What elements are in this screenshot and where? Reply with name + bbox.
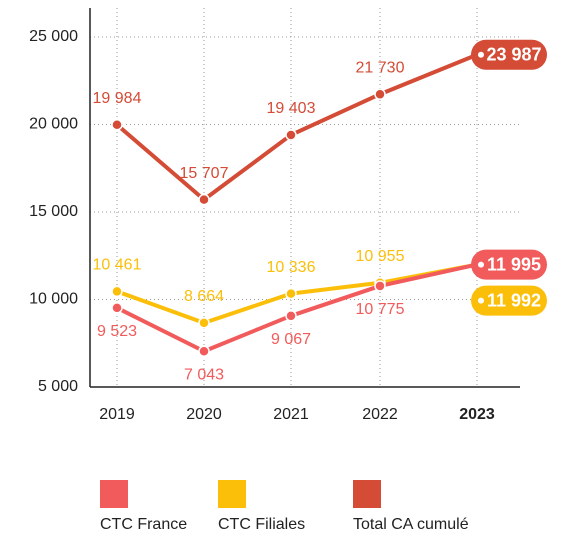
point <box>285 310 297 322</box>
value-label: 10 461 <box>93 257 142 274</box>
value-label: 23 987 <box>486 44 541 64</box>
point <box>198 193 210 206</box>
x-tick-label: 2021 <box>273 406 309 423</box>
value-badge <box>471 39 547 70</box>
value-label: 19 984 <box>93 90 142 107</box>
point <box>374 280 386 292</box>
point <box>374 88 386 100</box>
point <box>198 345 210 357</box>
y-tick-label: 25 000 <box>29 28 78 45</box>
y-tick-label: 15 000 <box>29 203 78 220</box>
value-label: 7 043 <box>184 366 224 383</box>
legend-swatch <box>218 480 246 508</box>
y-tick-label: 20 000 <box>29 116 78 133</box>
value-label: 19 403 <box>267 100 316 117</box>
legend-label: CTC Filiales <box>218 516 305 533</box>
value-label: 9 067 <box>271 331 311 348</box>
point <box>111 119 123 131</box>
value-label: 15 707 <box>180 165 229 182</box>
value-badge <box>471 249 547 280</box>
value-label: 11 992 <box>487 290 541 310</box>
point <box>285 287 297 300</box>
value-label: 10 336 <box>267 259 316 276</box>
y-tick-label: 5 000 <box>38 378 78 395</box>
x-tick-label: 2023 <box>459 406 495 423</box>
point <box>198 317 210 329</box>
legend-swatch <box>353 480 381 508</box>
legend-label: CTC France <box>100 516 187 533</box>
value-label: 11 995 <box>487 254 541 274</box>
point <box>111 302 123 314</box>
legend-label: Total CA cumulé <box>353 516 469 533</box>
series-line <box>115 52 478 202</box>
value-label: 10 955 <box>356 248 405 265</box>
point <box>478 297 484 304</box>
legend-swatch <box>100 480 128 508</box>
point <box>478 51 484 58</box>
x-tick-label: 2022 <box>362 406 398 423</box>
point <box>111 285 123 298</box>
value-label: 21 730 <box>356 59 405 76</box>
point <box>285 129 297 141</box>
y-tick-label: 10 000 <box>29 291 78 308</box>
value-label: 8 664 <box>184 288 224 305</box>
x-tick-label: 2019 <box>99 406 135 423</box>
value-badge <box>471 285 547 316</box>
point <box>478 261 484 268</box>
value-label: 10 775 <box>356 301 405 318</box>
x-tick-label: 2020 <box>186 406 222 423</box>
value-label: 9 523 <box>97 323 137 340</box>
